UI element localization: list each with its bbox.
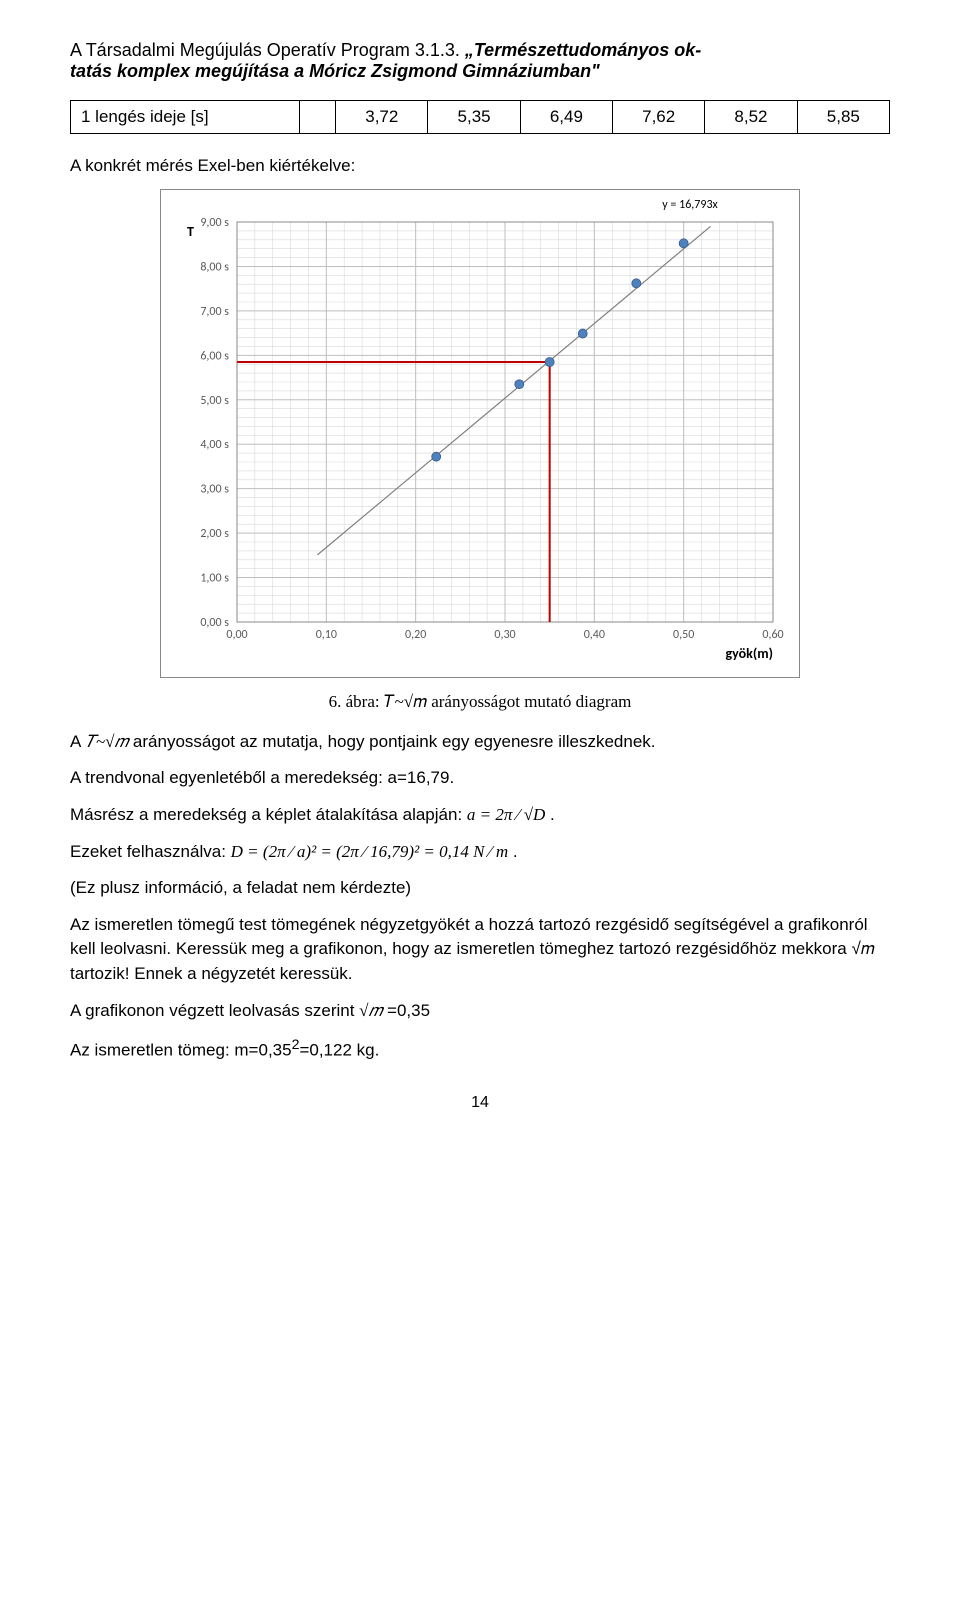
- svg-text:6,00 s: 6,00 s: [200, 349, 229, 363]
- svg-text:0,30: 0,30: [494, 628, 515, 642]
- paragraph-1: A 𝑇~√𝑚 arányosságot az mutatja, hogy pon…: [70, 730, 890, 755]
- figure-caption: 6. ábra: 𝑇~√𝑚 arányosságot mutató diagra…: [70, 692, 890, 712]
- table-row-label: 1 lengés ideje [s]: [71, 101, 300, 134]
- paragraph-8: Az ismeretlen tömeg: m=0,352=0,122 kg.: [70, 1035, 890, 1063]
- table-cell: 5,85: [797, 101, 889, 134]
- header-emph: „Természettudományos ok-: [465, 40, 701, 60]
- svg-text:7,00 s: 7,00 s: [200, 305, 229, 319]
- paragraph-3: Másrész a meredekség a képlet átalakítás…: [70, 803, 890, 828]
- table-cell: [300, 101, 336, 134]
- p4-math: D = (2π ⁄ a)² = (2π ⁄ 16,79)² = 0,14 N ⁄…: [231, 842, 508, 861]
- paragraph-7: A grafikonon végzett leolvasás szerint √…: [70, 999, 890, 1024]
- svg-text:1,00 s: 1,00 s: [200, 571, 229, 585]
- p7-post: =0,35: [382, 1001, 430, 1020]
- header-plain: A Társadalmi Megújulás Operatív Program …: [70, 40, 465, 60]
- p1-math: 𝑇~√𝑚: [85, 732, 128, 751]
- table-cell: 3,72: [336, 101, 428, 134]
- intro-text: A konkrét mérés Exel-ben kiértékelve:: [70, 154, 890, 179]
- svg-text:0,10: 0,10: [316, 628, 337, 642]
- svg-text:0,60: 0,60: [762, 628, 783, 642]
- p4-pre: Ezeket felhasználva:: [70, 842, 231, 861]
- svg-text:2,00 s: 2,00 s: [200, 527, 229, 541]
- header-line-2: tatás komplex megújítása a Móricz Zsigmo…: [70, 61, 890, 82]
- p3-post: .: [545, 805, 554, 824]
- svg-text:0,50: 0,50: [673, 628, 694, 642]
- table-row: 1 lengés ideje [s] 3,72 5,35 6,49 7,62 8…: [71, 101, 890, 134]
- svg-text:T: T: [187, 223, 194, 240]
- p3-math: a = 2π ⁄ √D: [467, 805, 545, 824]
- chart-container: y = 16,793x 0,00 0,10 0,20 0,30 0,40 0,50 0,60…: [160, 189, 800, 678]
- header-line-1: A Társadalmi Megújulás Operatív Program …: [70, 40, 890, 61]
- svg-text:3,00 s: 3,00 s: [200, 482, 229, 496]
- paragraph-6: Az ismeretlen tömegű test tömegének négy…: [70, 913, 890, 987]
- page: A Társadalmi Megújulás Operatív Program …: [0, 0, 960, 1152]
- p7-pre: A grafikonon végzett leolvasás szerint: [70, 1001, 359, 1020]
- page-number: 14: [70, 1094, 890, 1112]
- chart-equation-label: y = 16,793x: [587, 198, 793, 212]
- p7-math: √𝑚: [359, 1001, 382, 1020]
- table-cell: 5,35: [428, 101, 520, 134]
- svg-text:4,00 s: 4,00 s: [200, 438, 229, 452]
- p1-pre: A: [70, 732, 85, 751]
- table-cell: 7,62: [613, 101, 705, 134]
- svg-text:9,00 s: 9,00 s: [200, 216, 229, 230]
- svg-text:0,20: 0,20: [405, 628, 426, 642]
- table-cell: 8,52: [705, 101, 797, 134]
- svg-text:0,00: 0,00: [226, 628, 247, 642]
- p1-post: arányosságot az mutatja, hogy pontjaink …: [128, 732, 655, 751]
- svg-text:8,00 s: 8,00 s: [200, 260, 229, 274]
- svg-text:5,00 s: 5,00 s: [200, 393, 229, 407]
- svg-text:0,00 s: 0,00 s: [200, 616, 229, 630]
- caption-text: 6. ábra: 𝑇~√𝑚 arányosságot mutató diagra…: [329, 692, 632, 711]
- svg-text:gyök(m): gyök(m): [726, 645, 773, 662]
- paragraph-5: (Ez plusz információ, a feladat nem kérd…: [70, 876, 890, 901]
- data-table: 1 lengés ideje [s] 3,72 5,35 6,49 7,62 8…: [70, 100, 890, 134]
- svg-text:0,40: 0,40: [584, 628, 605, 642]
- p4-post: .: [508, 842, 517, 861]
- p8-pre: Az ismeretlen tömeg: m=0,35: [70, 1041, 292, 1060]
- paragraph-2: A trendvonal egyenletéből a meredekség: …: [70, 766, 890, 791]
- chart-svg: 0,00 0,10 0,20 0,30 0,40 0,50 0,60 0,00 s 1,00 s…: [167, 216, 791, 666]
- p8-post: =0,122 kg.: [299, 1041, 379, 1060]
- table-cell: 6,49: [520, 101, 612, 134]
- p3-pre: Másrész a meredekség a képlet átalakítás…: [70, 805, 467, 824]
- paragraph-4: Ezeket felhasználva: D = (2π ⁄ a)² = (2π…: [70, 840, 890, 865]
